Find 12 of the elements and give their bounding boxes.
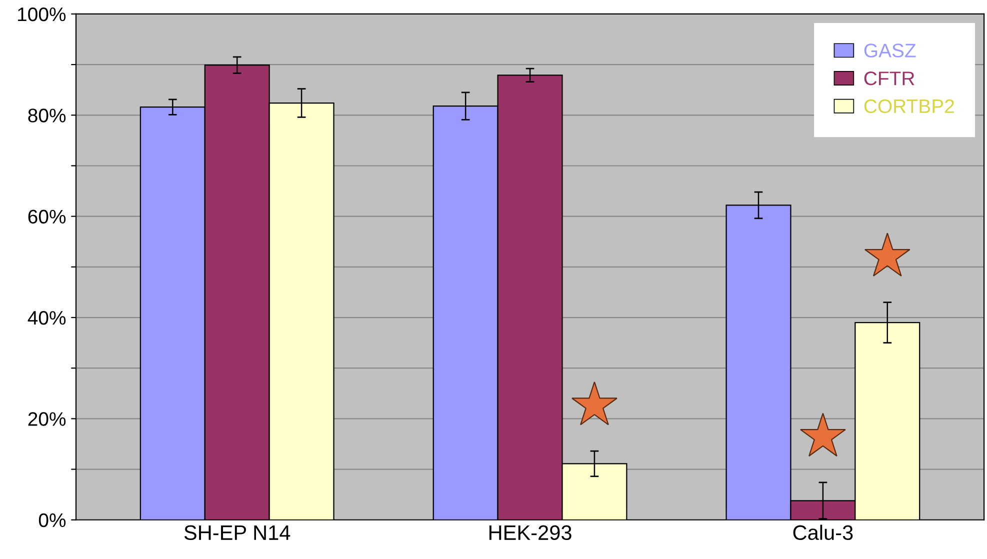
legend-label: GASZ bbox=[864, 44, 916, 58]
legend-label: CFTR bbox=[864, 72, 914, 86]
y-tick-label: 60% bbox=[28, 210, 66, 224]
y-tick-label: 40% bbox=[28, 310, 66, 325]
y-tick-label: 80% bbox=[28, 108, 66, 122]
legend-label: CORTBP2 bbox=[864, 99, 954, 114]
y-tick-label: 0% bbox=[38, 513, 66, 528]
y-tick-label: 20% bbox=[28, 412, 66, 426]
x-tick-label: Calu-3 bbox=[793, 524, 853, 540]
x-tick-label: SH-EP N14 bbox=[184, 525, 290, 540]
y-tick-label: 100% bbox=[18, 7, 66, 22]
x-tick-label: HEK-293 bbox=[489, 525, 572, 540]
